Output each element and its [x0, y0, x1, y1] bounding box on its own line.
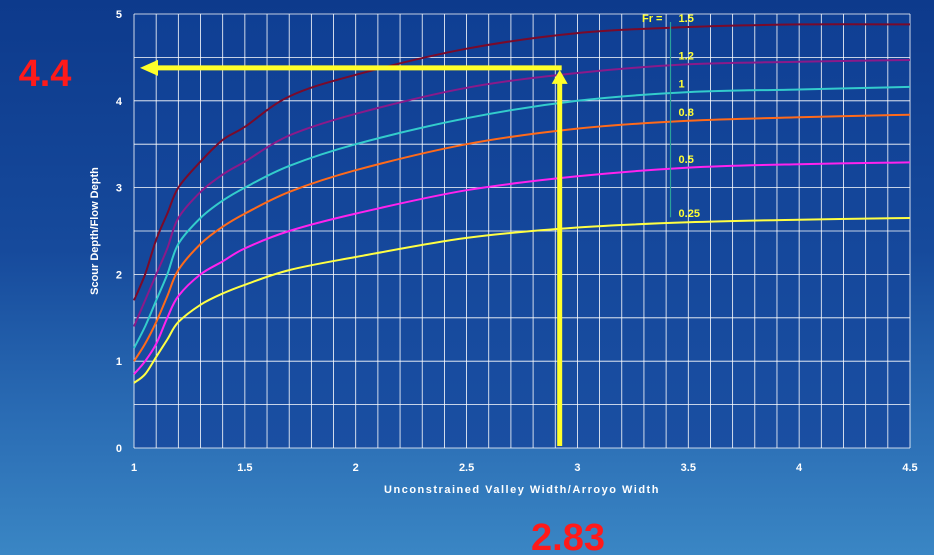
series-lines	[133, 23, 911, 384]
x-tick-label: 4.5	[902, 462, 917, 474]
horizontal-arrow-head	[140, 59, 158, 76]
series-line-5	[133, 217, 911, 384]
x-value-annotation: 2.83	[531, 517, 605, 555]
x-tick-label: 1.5	[237, 462, 252, 474]
legend-prefix: Fr =	[642, 13, 662, 25]
x-tick-labels: 1 1.5 2 2.5 3 3.5 4 4.5	[131, 462, 918, 474]
series-label-0: 1.5	[679, 13, 694, 25]
y-tick-label: 1	[116, 356, 122, 368]
series-line-1	[133, 59, 911, 327]
y-axis-title: Scour Depth/Flow Depth	[89, 167, 101, 295]
y-tick-label: 2	[116, 269, 122, 281]
y-tick-label: 4	[116, 96, 123, 108]
y-tick-labels: 0 1 2 3 4 5	[116, 9, 123, 455]
y-tick-label: 5	[116, 9, 122, 21]
x-axis-title: Unconstrained Valley Width/Arroyo Width	[384, 484, 660, 496]
x-tick-label: 4	[796, 462, 803, 474]
series-label-4: 0.5	[679, 154, 694, 166]
annotation-arrows	[140, 59, 568, 446]
y-tick-label: 3	[116, 183, 122, 195]
series-label-5: 0.25	[679, 208, 700, 220]
x-tick-label: 3.5	[681, 462, 696, 474]
x-tick-label: 2.5	[459, 462, 474, 474]
series-label-2: 1	[679, 79, 685, 91]
x-tick-label: 3	[574, 462, 580, 474]
series-label-1: 1.2	[679, 51, 694, 63]
series-label-3: 0.8	[679, 107, 694, 119]
grid	[133, 13, 911, 449]
series-line-4	[133, 161, 911, 375]
series-line-0	[133, 23, 911, 301]
y-tick-label: 0	[116, 443, 122, 455]
series-labels: Fr = 1.5 1.2 1 0.8 0.5 0.25	[642, 13, 700, 220]
series-line-2	[133, 85, 911, 349]
series-line-3	[133, 113, 911, 362]
vertical-arrow-head	[551, 69, 568, 84]
x-tick-label: 1	[131, 462, 137, 474]
x-tick-label: 2	[353, 462, 359, 474]
y-value-annotation: 4.4	[19, 53, 72, 95]
